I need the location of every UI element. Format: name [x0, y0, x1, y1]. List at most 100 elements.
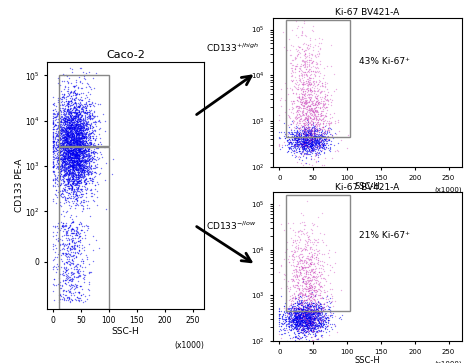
Point [49, 121, 57, 126]
Point [300, 313, 307, 319]
Point [324, 306, 332, 312]
Point [77, 295, 84, 301]
Point [77, 233, 84, 239]
Point [67, 140, 75, 146]
Point [297, 302, 305, 308]
Point [304, 112, 311, 118]
Point [311, 322, 319, 328]
Point [291, 317, 299, 323]
Point [60, 158, 68, 164]
Point [299, 41, 307, 47]
Point [84, 147, 91, 153]
Point [70, 140, 78, 146]
Point [79, 197, 87, 203]
Point [77, 142, 85, 148]
Point [62, 142, 69, 148]
Point [298, 301, 305, 307]
Point [301, 131, 309, 137]
Point [49, 126, 57, 131]
Point [304, 308, 312, 314]
Point [67, 163, 74, 168]
Point [310, 274, 318, 280]
Point [289, 227, 297, 233]
Point [52, 116, 59, 122]
Point [69, 143, 77, 149]
Point [328, 324, 335, 330]
Point [68, 121, 76, 127]
Point [298, 70, 305, 76]
Point [296, 261, 304, 266]
Point [67, 151, 75, 156]
Point [280, 316, 287, 322]
Point [295, 322, 303, 327]
Point [69, 170, 77, 176]
Point [75, 157, 82, 163]
Point [73, 197, 81, 203]
Point [326, 309, 334, 315]
Point [63, 127, 70, 132]
Point [310, 130, 318, 136]
Point [64, 132, 72, 138]
Point [308, 316, 316, 322]
Point [64, 131, 71, 137]
Point [69, 175, 76, 180]
Point [302, 104, 310, 110]
Point [73, 178, 80, 184]
Point [311, 321, 319, 327]
Point [295, 131, 303, 136]
Point [65, 199, 73, 205]
Point [74, 194, 82, 200]
Point [62, 131, 69, 136]
Point [297, 311, 305, 317]
Point [82, 109, 89, 115]
Point [318, 137, 326, 143]
Point [319, 304, 327, 310]
Point [295, 319, 302, 325]
Point [317, 131, 325, 137]
Point [101, 178, 109, 183]
Point [300, 313, 308, 319]
Point [317, 322, 324, 327]
Point [67, 106, 74, 112]
Point [91, 137, 99, 143]
Point [91, 119, 99, 125]
Point [307, 316, 315, 322]
Point [81, 121, 88, 126]
Point [304, 318, 311, 324]
Point [282, 132, 289, 138]
Point [85, 167, 92, 173]
Point [289, 86, 296, 92]
Point [296, 313, 304, 319]
Point [309, 139, 317, 145]
Point [301, 331, 308, 337]
Point [63, 288, 70, 294]
Point [306, 284, 313, 290]
Point [300, 309, 308, 315]
Point [69, 176, 76, 182]
Point [323, 287, 330, 293]
Point [315, 125, 323, 131]
Point [71, 124, 78, 130]
Point [82, 187, 90, 192]
Point [88, 169, 95, 175]
Point [77, 130, 84, 136]
Point [303, 296, 311, 302]
Point [320, 312, 328, 318]
Point [81, 182, 89, 187]
Point [78, 127, 86, 133]
Point [68, 154, 76, 160]
Point [298, 295, 305, 301]
Point [67, 134, 74, 139]
Point [79, 69, 87, 75]
Point [81, 223, 88, 229]
Point [291, 137, 299, 143]
Point [315, 314, 322, 320]
Point [68, 178, 75, 184]
Point [70, 156, 78, 162]
Point [293, 149, 301, 155]
Point [81, 153, 88, 159]
Point [79, 138, 87, 143]
Point [82, 142, 89, 148]
Point [301, 280, 309, 286]
Point [68, 271, 75, 277]
